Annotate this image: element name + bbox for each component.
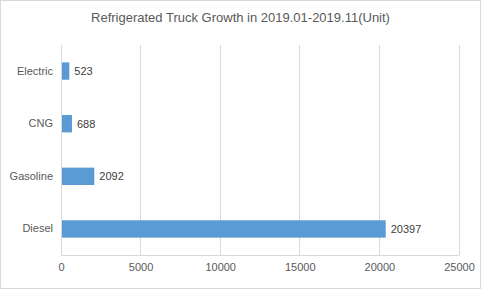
bar xyxy=(61,168,94,185)
data-labels: 523 688 2092 20397 xyxy=(74,65,421,235)
grid-line xyxy=(459,45,460,255)
bar xyxy=(61,220,386,237)
bar xyxy=(61,62,69,79)
y-tick: CNG xyxy=(29,117,61,129)
y-tick: Diesel xyxy=(22,222,61,234)
x-tick: 15000 xyxy=(285,255,316,273)
x-tick-label: 10000 xyxy=(205,261,236,273)
x-tick: 10000 xyxy=(205,255,236,273)
x-tick: 20000 xyxy=(365,255,396,273)
x-tick: 5000 xyxy=(129,255,153,273)
x-tick: 25000 xyxy=(444,255,475,273)
x-tick-label: 0 xyxy=(58,261,64,273)
x-tick-label: 25000 xyxy=(444,261,475,273)
y-tick-label: CNG xyxy=(29,117,53,129)
bars xyxy=(61,62,386,237)
chart: 0 5000 10000 15000 20000 25000 Electric CNG Gaso… xyxy=(0,0,481,289)
plot-area: 0 5000 10000 15000 20000 25000 Electric CNG Gaso… xyxy=(10,45,475,273)
y-tick: Electric xyxy=(17,65,61,77)
x-axis-line xyxy=(62,255,460,256)
y-axis-line xyxy=(61,46,62,256)
title: Refrigerated Truck Growth in 2019.01-201… xyxy=(91,10,390,25)
grid-line xyxy=(61,45,62,255)
chart-border xyxy=(1,1,481,289)
x-tick-label: 15000 xyxy=(285,261,316,273)
data-label: 20397 xyxy=(391,223,422,235)
data-label: 523 xyxy=(74,65,92,77)
x-tick-label: 5000 xyxy=(129,261,153,273)
x-axis: 0 5000 10000 15000 20000 25000 xyxy=(58,255,474,273)
bar xyxy=(61,115,72,132)
y-tick-label: Diesel xyxy=(22,222,53,234)
grid xyxy=(61,45,459,255)
data-label: 688 xyxy=(77,118,95,130)
data-label: 2092 xyxy=(99,170,123,182)
y-axis: Electric CNG Gasoline Diesel xyxy=(10,46,62,256)
y-tick: Gasoline xyxy=(10,170,61,182)
y-tick-label: Gasoline xyxy=(10,170,53,182)
y-tick-label: Electric xyxy=(17,65,54,77)
x-tick-label: 20000 xyxy=(365,261,396,273)
x-tick: 0 xyxy=(58,255,64,273)
